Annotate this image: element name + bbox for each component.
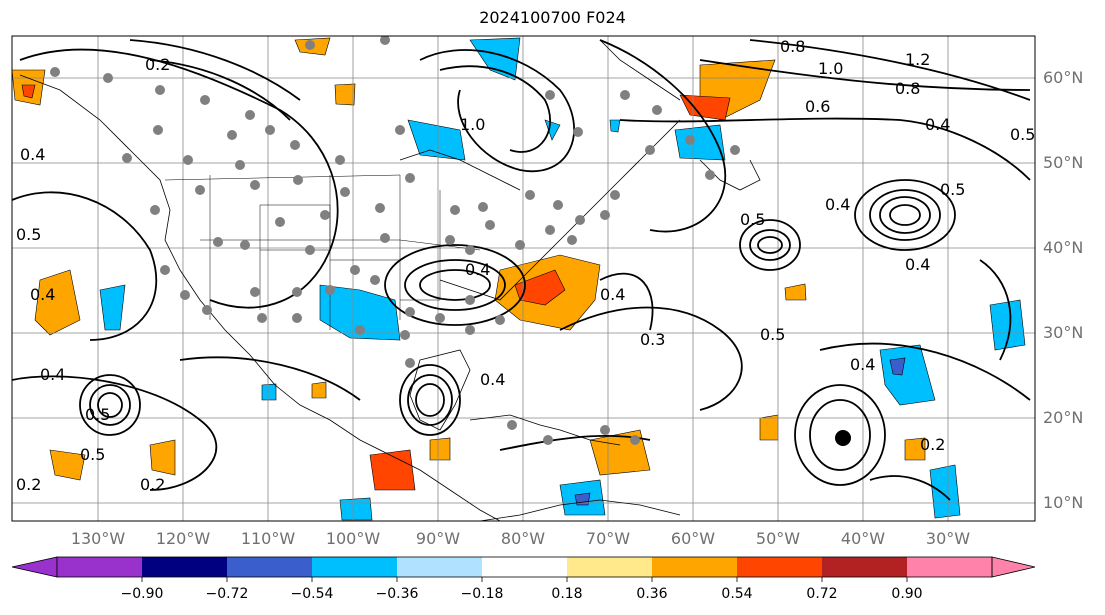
plot-frame: [11, 35, 1036, 522]
colorbar-tick-label: −0.18: [460, 586, 504, 602]
lat-label: 10°N: [1043, 493, 1084, 512]
observation-dots: [50, 36, 740, 445]
shaded-anomalies: [12, 37, 1026, 521]
contour-label: 0.2: [920, 435, 945, 454]
contour-label: 0.5: [16, 225, 41, 244]
contour-label: 0.4: [40, 365, 65, 384]
lat-label: 20°N: [1043, 408, 1084, 427]
contour-label: 0.5: [740, 210, 765, 229]
lon-label: 130°W: [70, 529, 126, 548]
contour-label: 1.2: [905, 50, 930, 69]
contour-label: 0.4: [925, 115, 950, 134]
lat-label: 60°N: [1043, 68, 1084, 87]
contour-label: 1.0: [818, 59, 843, 78]
lon-label: 70°W: [585, 529, 631, 548]
contour-label: 0.8: [780, 37, 805, 56]
lon-label: 110°W: [240, 529, 296, 548]
map-title: 2024100700 F024: [479, 8, 626, 27]
coastlines: [19, 39, 761, 521]
contour-label: 0.5: [80, 445, 105, 464]
contour-label: 0.3: [640, 330, 665, 349]
colorbar-tick-label: 0.72: [806, 586, 838, 602]
lat-label: 30°N: [1043, 323, 1084, 342]
colorbar-tick-label: −0.72: [205, 586, 249, 602]
contour-label: 0.2: [16, 475, 41, 494]
contour-label: 0.4: [30, 285, 55, 304]
colorbar-tick-label: −0.36: [375, 586, 419, 602]
lon-label: 90°W: [415, 529, 461, 548]
lon-label: 120°W: [155, 529, 211, 548]
contour-label: 0.5: [1010, 125, 1035, 144]
contour-label: 0.4: [600, 285, 625, 304]
contour-label: 0.4: [850, 355, 875, 374]
lon-label: 50°W: [755, 529, 801, 548]
lon-label: 40°W: [840, 529, 886, 548]
contour-label: 0.4: [905, 255, 930, 274]
contour-label: 0.4: [20, 145, 45, 164]
lon-label: 100°W: [325, 529, 381, 548]
contour-label: 0.5: [940, 180, 965, 199]
contour-label: 1.0: [460, 115, 485, 134]
colorbar-tick-label: 0.36: [636, 586, 668, 602]
contour-label: 0.8: [895, 79, 920, 98]
lon-label: 60°W: [670, 529, 716, 548]
colorbar-tick-label: 0.18: [551, 586, 583, 602]
map-plot-area: 0.2 0.8 1.0 1.2 0.8 0.6 0.4 0.5 0.4 0.4 …: [12, 36, 1035, 521]
contours: [12, 39, 1031, 501]
contour-label: 0.5: [760, 325, 785, 344]
contour-label: 0.4: [465, 260, 490, 279]
lat-label: 40°N: [1043, 238, 1084, 257]
lon-label: 30°W: [925, 529, 971, 548]
contour-label: 0.2: [145, 55, 170, 74]
contour-label: 0.6: [805, 97, 830, 116]
lat-label: 50°N: [1043, 153, 1084, 172]
storm-center-dot: [835, 430, 851, 446]
colorbar-tick-label: 0.54: [721, 586, 753, 602]
contour-label: 0.4: [480, 370, 505, 389]
lon-label: 80°W: [500, 529, 546, 548]
contour-label: 0.4: [825, 195, 850, 214]
colorbar-tick-label: −0.90: [120, 586, 164, 602]
contour-label-group: 0.2 0.8 1.0 1.2 0.8 0.6 0.4 0.5 0.4 0.4 …: [16, 37, 1035, 494]
contour-label: 0.5: [85, 405, 110, 424]
contour-label: 0.2: [140, 475, 165, 494]
colorbar-tick-label: 0.90: [891, 586, 923, 602]
colorbar-tick-label: −0.54: [290, 586, 334, 602]
colorbar: [11, 556, 1036, 582]
